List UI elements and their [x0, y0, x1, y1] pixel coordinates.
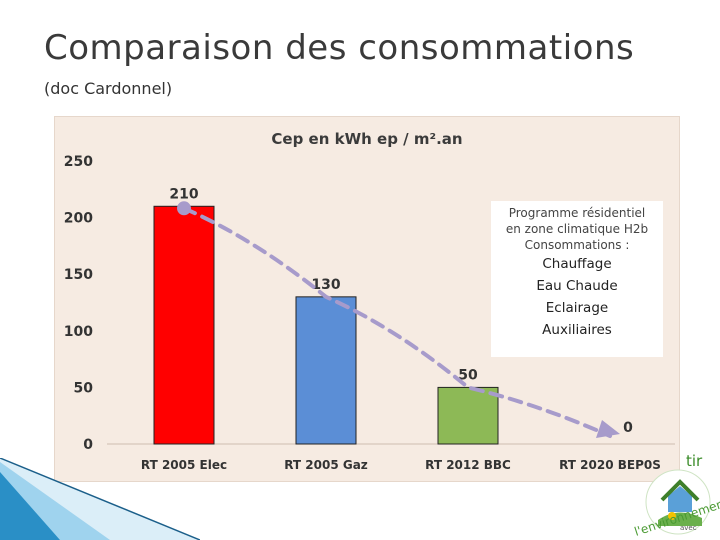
logo-text-small: avec [680, 524, 697, 532]
bar [153, 205, 215, 445]
category-label: RT 2005 Elec [141, 458, 227, 472]
bar-value-label: 210 [169, 186, 198, 202]
bar-value-label: 50 [458, 367, 478, 383]
y-tick-label: 250 [64, 154, 93, 170]
legend-note-box: Programme résidentiel en zone climatique… [491, 201, 663, 357]
note-line: Consommations : [524, 238, 630, 252]
bar-value-label: 130 [311, 277, 340, 293]
corner-decoration [0, 458, 200, 540]
note-item: Eau Chaude [536, 278, 618, 294]
environment-logo: tir l'environnement avec [633, 452, 720, 539]
trend-start-marker [177, 201, 191, 216]
note-item: Auxiliaires [542, 322, 612, 338]
trend-line [182, 206, 612, 438]
note-item: Chauffage [542, 256, 612, 272]
slide-subtitle: (doc Cardonnel) [44, 79, 173, 98]
bar [437, 386, 499, 445]
bar-chart: Cep en kWh ep / m².an 0 50 100 150 200 250 210 R… [64, 130, 675, 472]
y-tick-label: 50 [74, 380, 94, 396]
y-tick-label: 200 [64, 211, 93, 227]
category-label: RT 2020 BEP0S [559, 458, 661, 472]
bar [295, 296, 357, 445]
y-tick-label: 150 [64, 267, 93, 283]
y-tick-label: 100 [64, 324, 93, 340]
slide-title: Comparaison des consommations [44, 28, 635, 68]
logo-text-top: tir [686, 452, 703, 470]
note-line: Programme résidentiel [508, 206, 646, 220]
chart-title: Cep en kWh ep / m².an [271, 130, 462, 148]
trend-arrowhead [596, 420, 620, 438]
chart-panel: Cep en kWh ep / m².an 0 50 100 150 200 250 210 R… [54, 116, 680, 482]
category-label: RT 2012 BBC [425, 458, 511, 472]
note-item: Eclairage [545, 300, 609, 316]
y-tick-label: 0 [83, 437, 93, 453]
category-label: RT 2005 Gaz [284, 458, 368, 472]
note-line: en zone climatique H2b [505, 222, 649, 236]
bar-value-label: 0 [623, 420, 633, 436]
